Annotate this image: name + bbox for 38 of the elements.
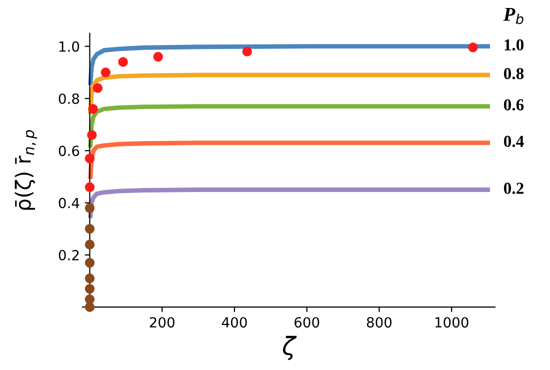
- y-tick-label: 1.0: [59, 41, 80, 52]
- series-label: 0.4: [504, 136, 524, 148]
- point: [88, 104, 98, 114]
- point: [84, 224, 95, 234]
- x-tick-label: 800: [366, 317, 392, 328]
- point: [84, 302, 95, 312]
- point: [84, 182, 95, 192]
- y-tick-label: 0.2: [58, 250, 79, 260]
- point: [84, 284, 95, 294]
- series-label: 0.6: [504, 99, 524, 111]
- point: [118, 57, 128, 67]
- y-tick-label: 0.8: [58, 93, 80, 104]
- point: [242, 46, 252, 56]
- point: [84, 203, 95, 213]
- point: [84, 294, 95, 304]
- point: [92, 83, 103, 93]
- line-series: [88, 44, 490, 86]
- point: [84, 154, 95, 164]
- series-label: 0.8: [504, 68, 524, 80]
- series-label: 1.0: [504, 39, 524, 51]
- point: [84, 240, 95, 250]
- series-label: 0.2: [504, 182, 524, 194]
- x-tick-label: 200: [150, 317, 174, 328]
- point: [100, 68, 111, 78]
- x-tick-label: 600: [294, 317, 320, 328]
- y-axis-title: ρ̄(ζ) r̄$_{n,p}$: [14, 130, 38, 210]
- x-tick-label: 400: [222, 317, 247, 328]
- point: [87, 130, 97, 140]
- x-tick-label: 1000: [435, 317, 468, 328]
- line-series: [88, 104, 490, 148]
- point: [84, 274, 95, 284]
- y-tick-label: 0.4: [58, 198, 80, 208]
- legend-title: P$_{b}$: [503, 8, 524, 24]
- point: [468, 42, 478, 52]
- x-axis-title: ζ: [282, 336, 297, 360]
- y-tick-label: 0.6: [58, 146, 80, 156]
- point: [84, 258, 95, 268]
- point: [153, 52, 163, 62]
